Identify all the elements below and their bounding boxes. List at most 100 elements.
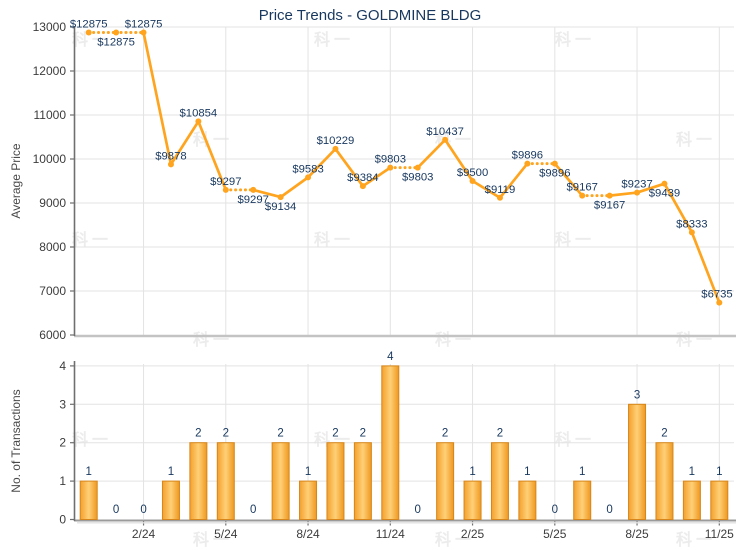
price-point xyxy=(195,118,202,125)
bar-value-label: 2 xyxy=(195,428,201,440)
watermark: 科一 xyxy=(555,32,596,49)
price-value-label: $9878 xyxy=(155,150,186,162)
watermark: 科一 xyxy=(676,132,717,149)
price-point xyxy=(579,192,586,199)
transaction-bar xyxy=(682,480,701,521)
transaction-bar xyxy=(161,480,180,521)
transaction-bar xyxy=(326,442,345,521)
x-tick-label: 11/24 xyxy=(376,527,405,541)
watermark: 科一 xyxy=(435,132,476,149)
price-value-label: $9167 xyxy=(594,200,625,212)
bar-value-label: 0 xyxy=(606,504,612,516)
bar-value-label: 1 xyxy=(524,466,530,478)
price-point xyxy=(167,161,174,168)
price-value-label: $9167 xyxy=(567,182,598,194)
transaction-bar xyxy=(299,480,318,521)
y-tick-label: 9000 xyxy=(39,196,66,210)
watermark: 科一 xyxy=(193,132,234,149)
y-tick-label: 11000 xyxy=(34,108,67,122)
bar-value-label: 0 xyxy=(415,504,421,516)
price-value-label: $9439 xyxy=(649,188,680,200)
price-line-segment xyxy=(334,147,365,188)
price-line-segment xyxy=(690,230,721,305)
price-point xyxy=(469,178,476,184)
y-tick-label: 8000 xyxy=(39,240,66,254)
price-value-label: $12875 xyxy=(97,37,135,49)
price-value-label: $12875 xyxy=(70,19,108,31)
transaction-bar xyxy=(710,480,729,521)
price-point xyxy=(305,174,312,181)
watermark: 科一 xyxy=(72,232,113,249)
price-value-label: $8333 xyxy=(676,218,707,230)
price-line-segment xyxy=(498,162,529,200)
price-value-label: $12875 xyxy=(125,19,163,31)
bar-value-label: 2 xyxy=(442,428,448,440)
price-line-segment xyxy=(251,188,282,199)
watermark: 科一 xyxy=(555,232,596,249)
x-tick-label: 8/25 xyxy=(625,527,649,541)
price-point xyxy=(524,160,531,167)
y-tick-label: 6000 xyxy=(39,328,66,342)
watermark: 科一 xyxy=(193,532,234,549)
price-line-segment xyxy=(443,138,474,183)
y-tick-label: 13000 xyxy=(33,20,67,34)
price-point xyxy=(661,180,668,187)
price-value-label: $10854 xyxy=(180,107,218,119)
x-tick-label: 8/24 xyxy=(296,527,320,541)
price-value-label: $9297 xyxy=(237,194,268,206)
watermark: 科一 xyxy=(314,232,355,249)
price-point xyxy=(387,164,394,171)
price-line-segment xyxy=(608,191,639,198)
bar-value-label: 4 xyxy=(387,351,394,363)
bar-value-label: 1 xyxy=(305,466,311,478)
bar-value-label: 0 xyxy=(250,504,256,516)
bar-value-label: 2 xyxy=(497,428,503,440)
bar-value-label: 0 xyxy=(552,504,558,516)
price-line-segment xyxy=(361,166,392,188)
price-value-label: $10437 xyxy=(426,126,464,138)
price-point xyxy=(414,164,421,171)
price-point xyxy=(140,29,147,36)
price-line-segment xyxy=(635,182,666,194)
price-line-segment xyxy=(663,182,694,234)
price-point xyxy=(85,29,92,36)
bar-value-label: 2 xyxy=(360,428,366,440)
bar-value-label: 1 xyxy=(716,466,722,478)
y-tick-label: 12000 xyxy=(33,64,67,78)
price-point xyxy=(442,136,449,143)
price-value-label: $9803 xyxy=(375,154,406,166)
chart-title: Price Trends - GOLDMINE BLDG xyxy=(258,7,482,24)
x-tick-label: 5/25 xyxy=(543,527,567,541)
price-point xyxy=(113,29,120,36)
bar-value-label: 0 xyxy=(140,504,146,516)
price-value-label: $9803 xyxy=(402,172,433,184)
x-tick-label: 2/25 xyxy=(461,527,485,541)
price-line-segment xyxy=(553,162,584,198)
price-value-label: $9384 xyxy=(347,172,378,184)
transaction-bar xyxy=(655,442,674,521)
price-line-segment xyxy=(142,31,173,166)
price-value-label: $9583 xyxy=(292,163,323,175)
y-tick-label: 7000 xyxy=(39,284,66,298)
y-tick-label: 1 xyxy=(59,474,66,488)
transaction-bar xyxy=(216,442,235,521)
price-point xyxy=(716,299,723,306)
transaction-bar xyxy=(436,442,455,521)
price-point xyxy=(688,229,695,236)
watermark: 科一 xyxy=(435,532,476,549)
price-value-label: $9297 xyxy=(210,176,241,188)
price-value-label: $6735 xyxy=(701,289,732,301)
bar-value-label: 1 xyxy=(579,466,585,478)
price-line-segment xyxy=(471,179,502,200)
bar-value-label: 2 xyxy=(661,428,667,440)
watermark: 科一 xyxy=(72,32,113,49)
price-point xyxy=(332,145,339,152)
transaction-bar xyxy=(353,442,372,521)
y-tick-label: 0 xyxy=(59,513,66,527)
y-tick-label: 3 xyxy=(59,397,66,411)
price-line-segment xyxy=(416,138,447,170)
price-value-label: $9119 xyxy=(485,184,516,196)
watermark: 科一 xyxy=(676,532,717,549)
x-tick-label: 5/24 xyxy=(214,527,238,541)
price-value-label: $10229 xyxy=(317,135,355,147)
